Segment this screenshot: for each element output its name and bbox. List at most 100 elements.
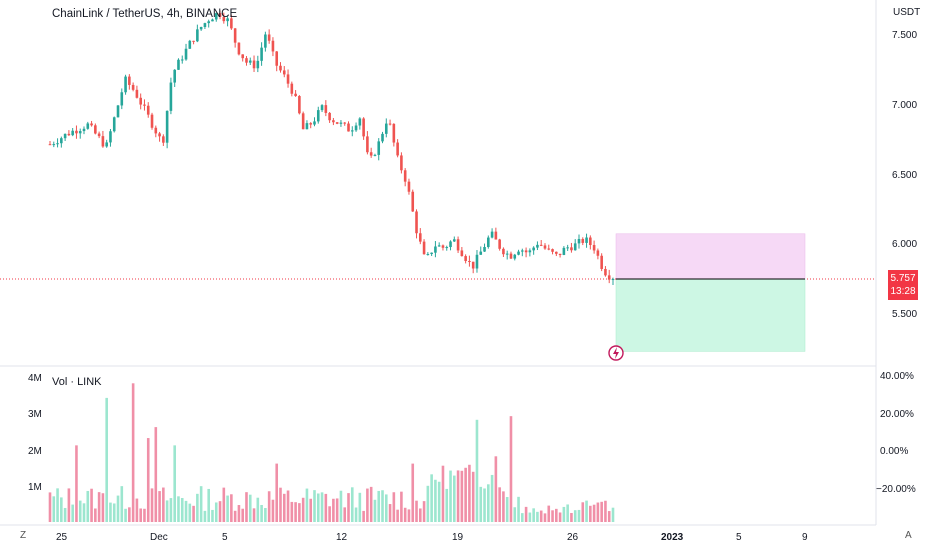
volume-bar [430, 474, 433, 522]
vol-right-tick: −20.00% [876, 484, 916, 495]
volume-bar [71, 504, 74, 522]
volume-bar [94, 508, 97, 522]
auto-scale-button[interactable]: A [905, 530, 912, 541]
candle-body [226, 18, 229, 22]
candle-body [475, 254, 479, 269]
candle-body [290, 83, 294, 94]
candle-body [267, 34, 271, 41]
volume-bar [543, 513, 547, 522]
candle-body [275, 51, 279, 66]
candle-body [555, 251, 558, 254]
symbol-title[interactable]: ChainLink / TetherUS, 4h, BINANCE [52, 8, 238, 20]
candle-body [214, 13, 218, 20]
currency-label: USDT [893, 7, 921, 18]
vol-y-tick: 3M [28, 409, 42, 420]
candle-body [97, 133, 101, 137]
volume-bar [332, 498, 335, 522]
candle-body [362, 118, 365, 137]
candle-body [298, 96, 301, 114]
volume-bar [600, 501, 603, 522]
candle-body [464, 256, 467, 261]
volume-bar [218, 501, 222, 522]
volume-bar [309, 498, 313, 522]
candle-body [237, 42, 241, 55]
volume-bar [237, 505, 241, 522]
candle-body [528, 250, 532, 253]
volume-bar [264, 508, 267, 522]
volume-bar [203, 510, 207, 522]
candle-body [218, 13, 222, 17]
volume-bar [267, 491, 271, 522]
x-tick: Dec [150, 532, 168, 543]
long-position-tool[interactable] [0, 233, 876, 352]
volume-bar [547, 505, 551, 522]
candle-body [282, 70, 286, 75]
candle-body [222, 16, 226, 22]
candle-body [339, 122, 343, 124]
volume-bar [415, 500, 418, 522]
candle-body [286, 74, 290, 84]
candle-body [169, 82, 173, 111]
candle-body [445, 247, 449, 249]
x-tick: 19 [452, 532, 464, 543]
volume-bar [241, 508, 245, 522]
candle-body [373, 154, 377, 156]
candle-body [434, 246, 437, 253]
x-tick: 5 [222, 532, 228, 543]
zoom-button[interactable]: Z [20, 530, 27, 541]
lightning-alert-icon[interactable] [608, 345, 624, 361]
volume-bar [513, 507, 517, 522]
stop-zone [615, 278, 806, 352]
volume-bar [339, 490, 343, 522]
volume-bar [48, 492, 52, 522]
y-tick: 5.500 [892, 309, 917, 320]
candle-body [128, 76, 131, 85]
candlestick-series [48, 10, 615, 285]
volume-bar [207, 488, 210, 522]
candle-body [230, 18, 233, 29]
volume-bar [101, 493, 105, 522]
volume-bar [362, 510, 365, 522]
volume-bar [320, 492, 324, 522]
volume-bar [403, 507, 407, 522]
candle-body [539, 244, 543, 246]
candle-body [551, 249, 554, 252]
candle-body [143, 104, 146, 106]
candle-body [498, 239, 501, 249]
candle-body [505, 253, 509, 255]
candle-body [192, 40, 195, 42]
vol-y-tick: 1M [28, 482, 42, 493]
candle-body [403, 170, 407, 182]
candle-body [418, 233, 422, 242]
x-tick: 12 [336, 532, 348, 543]
vol-y-tick: 2M [28, 446, 42, 457]
volume-bar [573, 510, 577, 522]
candle-body [524, 250, 528, 253]
bar-countdown: 13:28 [890, 286, 916, 297]
volume-bar [532, 508, 535, 522]
candle-body [573, 243, 577, 251]
candle-body [430, 252, 433, 255]
candle-body [350, 130, 354, 132]
candle-body [521, 250, 524, 252]
candle-body [343, 122, 347, 124]
candle-body [335, 122, 339, 124]
volume-bar [214, 502, 218, 522]
volume-bar [188, 503, 192, 522]
volume-bar [78, 500, 82, 522]
volume-bar [388, 504, 392, 522]
candle-body [301, 113, 305, 130]
candle-body [358, 118, 362, 126]
x-tick: 25 [56, 532, 68, 543]
volume-bar [222, 487, 226, 522]
volume-bar [392, 492, 396, 522]
volume-bar [150, 488, 154, 522]
y-tick: 7.000 [892, 100, 917, 111]
volume-label[interactable]: Vol · LINK [52, 376, 102, 388]
volume-bar [316, 493, 320, 522]
candle-body [422, 241, 426, 255]
volume-bar [165, 500, 169, 522]
candle-body [400, 155, 403, 171]
candle-body [86, 123, 90, 129]
